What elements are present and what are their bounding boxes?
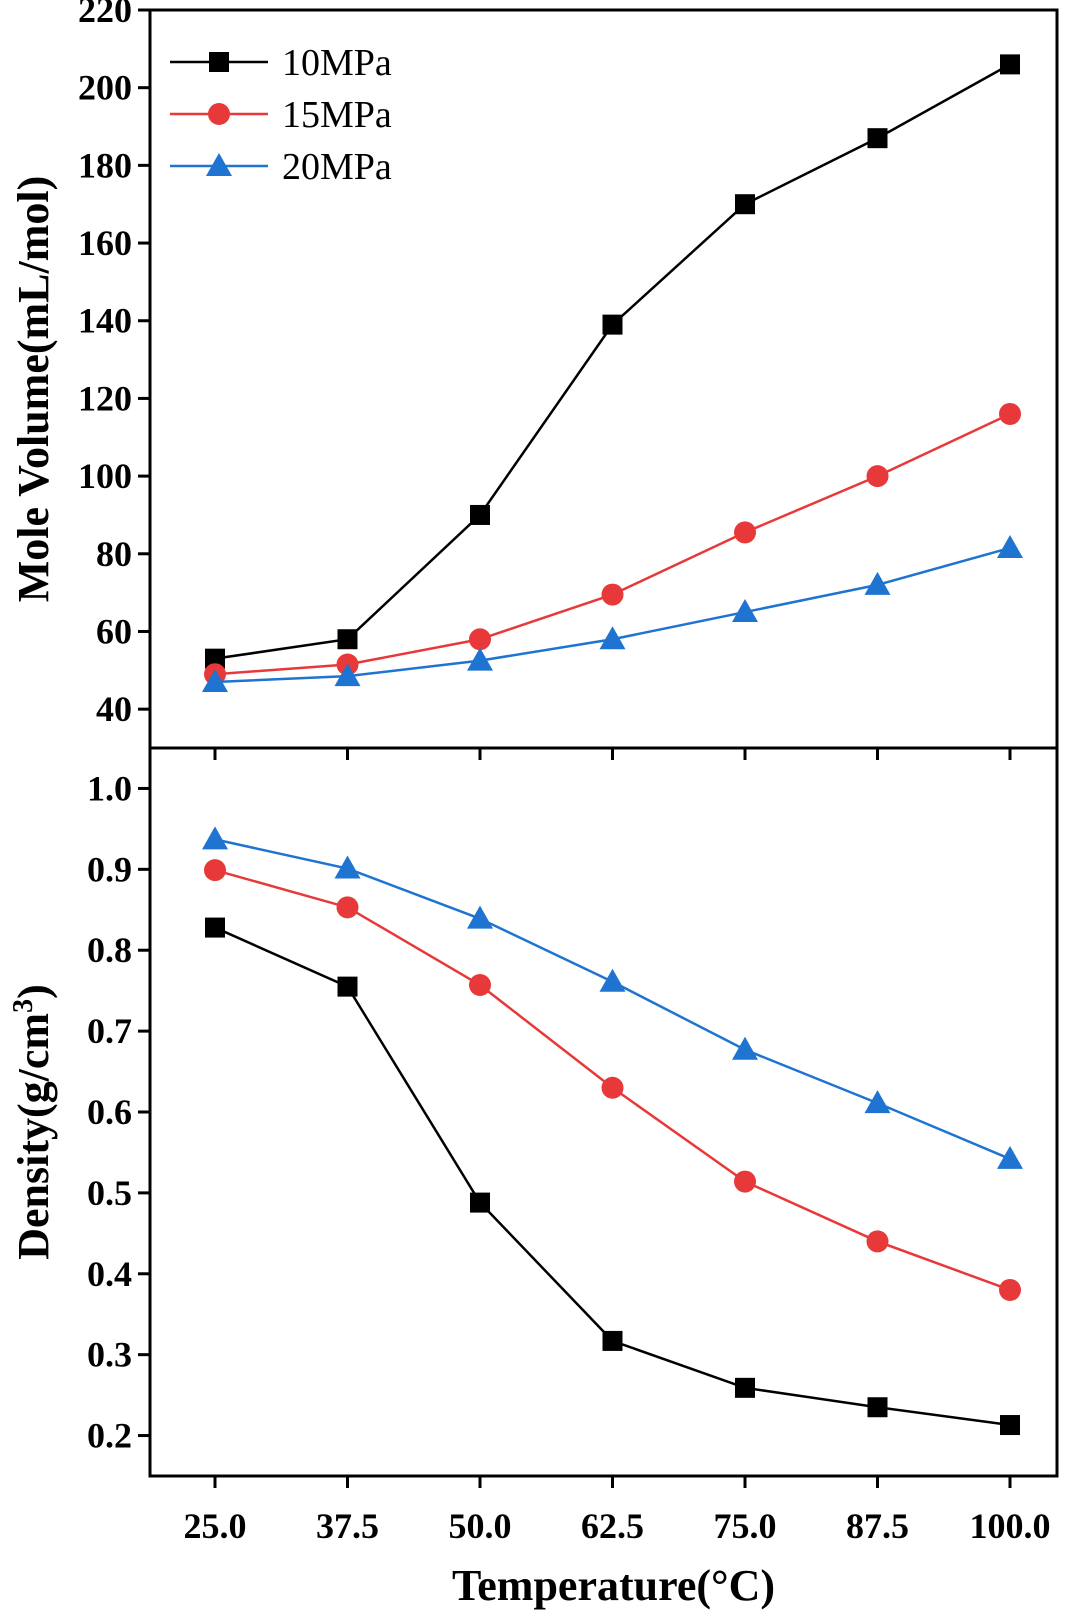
data-point-15MPa <box>469 628 491 651</box>
temperature-axis-label: Temperature(°C) <box>452 1561 775 1610</box>
data-point-15MPa <box>999 402 1021 425</box>
legend-label-15MPa: 15MPa <box>282 94 392 136</box>
y-tick-label: 0.9 <box>87 849 132 889</box>
y-tick-label: 160 <box>78 223 132 263</box>
data-point-20MPa <box>732 599 758 623</box>
y-tick-label: 0.5 <box>87 1173 132 1213</box>
data-point-20MPa <box>599 626 626 650</box>
legend-label-20MPa: 20MPa <box>282 146 392 188</box>
series-line-20MPa <box>214 546 1011 684</box>
x-tick-label: 25.0 <box>184 1506 247 1546</box>
data-point-20MPa <box>599 968 626 992</box>
data-point-20MPa <box>202 826 228 850</box>
data-point-10MPa <box>602 1330 623 1351</box>
plot-frame-1 <box>148 746 1059 1478</box>
data-point-15MPa <box>734 1170 756 1193</box>
data-point-15MPa <box>336 896 359 919</box>
data-point-20MPa <box>864 1090 891 1114</box>
x-tick-label: 50.0 <box>449 1506 512 1546</box>
mole-volume-axis-label: Mole Volume(mL/mol) <box>9 176 58 603</box>
y-tick-label: 100 <box>78 456 132 496</box>
data-point-20MPa <box>467 905 493 929</box>
density-axis-label-superscript: 3 <box>8 999 39 1013</box>
data-point-10MPa <box>205 648 225 669</box>
data-point-10MPa <box>735 194 755 215</box>
legend-label-10MPa: 10MPa <box>282 42 392 84</box>
y-tick-label: 60 <box>96 611 132 651</box>
x-tick-label: 75.0 <box>714 1506 777 1546</box>
data-point-10MPa <box>205 917 225 938</box>
y-tick-label: 0.3 <box>87 1335 132 1375</box>
x-tick-label: 100.0 <box>970 1506 1051 1546</box>
data-point-15MPa <box>469 974 491 997</box>
data-point-10MPa <box>867 1397 888 1418</box>
x-tick-label: 37.5 <box>316 1506 379 1546</box>
density-panel: 0.2 0.3 0.4 0.5 0.6 0.7 0.8 0.9 1.0 25.0 37.5 50.0 6… <box>87 746 1059 1546</box>
data-point-20MPa <box>997 1145 1023 1169</box>
data-point-10MPa <box>1000 54 1020 75</box>
data-point-10MPa <box>470 1192 490 1213</box>
y-tick-label: 80 <box>96 534 132 574</box>
data-point-15MPa <box>999 1278 1021 1301</box>
data-point-20MPa <box>732 1036 758 1060</box>
density-axis-label: Density(g/cm3) <box>8 984 58 1260</box>
legend-marker-15MPa <box>208 103 230 125</box>
data-point-10MPa <box>735 1377 755 1398</box>
data-point-15MPa <box>866 1230 889 1253</box>
series-line-20MPa <box>214 838 1011 1161</box>
data-point-20MPa <box>467 647 493 671</box>
data-point-20MPa <box>334 663 361 687</box>
data-point-10MPa <box>602 314 623 335</box>
data-point-10MPa <box>1000 1415 1020 1436</box>
y-tick-label: 120 <box>78 378 132 418</box>
y-tick-label: 0.8 <box>87 930 132 970</box>
y-tick-label: 0.4 <box>87 1254 132 1294</box>
y-tick-label: 200 <box>78 68 132 108</box>
mole-volume-panel: 40 60 80 100 120 140 160 180 200 220 <box>78 0 1059 760</box>
y-tick-label: 1.0 <box>87 768 132 808</box>
legend-marker-20MPa <box>206 153 232 176</box>
y-tick-label: 40 <box>96 689 132 729</box>
data-point-15MPa <box>601 583 624 606</box>
data-point-20MPa <box>997 534 1023 558</box>
data-point-10MPa <box>470 504 490 525</box>
data-point-10MPa <box>337 629 358 650</box>
y-tick-label: 0.2 <box>87 1416 132 1456</box>
y-tick-label: 180 <box>78 145 132 185</box>
data-point-15MPa <box>866 465 889 488</box>
y-tick-label: 220 <box>78 0 132 30</box>
density-axis-label-suffix: ) <box>9 984 58 999</box>
data-point-15MPa <box>734 521 756 544</box>
data-point-15MPa <box>204 859 226 882</box>
data-point-20MPa <box>202 668 228 692</box>
data-point-10MPa <box>867 128 888 149</box>
data-point-20MPa <box>334 855 361 879</box>
x-tick-label: 62.5 <box>581 1506 644 1546</box>
legend-marker-10MPa <box>209 52 229 72</box>
x-tick-label: 87.5 <box>846 1506 909 1546</box>
data-point-15MPa <box>601 1076 624 1099</box>
data-point-20MPa <box>864 571 891 595</box>
y-tick-label: 0.6 <box>87 1092 132 1132</box>
data-point-10MPa <box>337 976 358 997</box>
y-tick-label: 0.7 <box>87 1011 132 1051</box>
density-axis-label-main: Density(g/cm <box>9 1013 58 1260</box>
legend: 10MPa 15MPa 20MPa <box>170 42 392 188</box>
y-tick-label: 140 <box>78 301 132 341</box>
